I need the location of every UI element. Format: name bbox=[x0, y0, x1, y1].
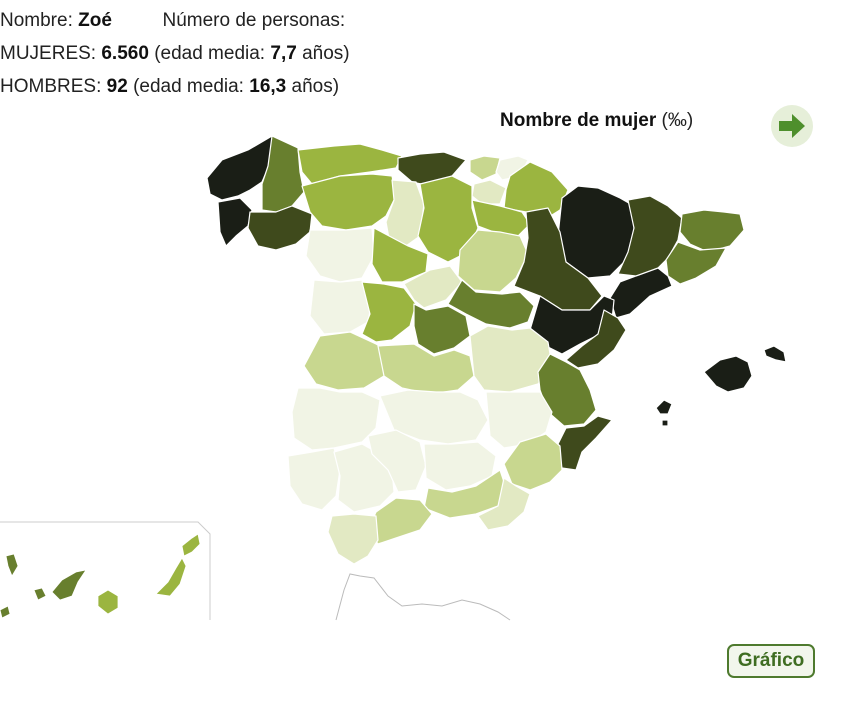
name-label: Nombre: bbox=[0, 10, 73, 31]
men-age-prefix: (edad media: bbox=[133, 76, 244, 97]
region-fuerteventura[interactable] bbox=[155, 557, 187, 597]
region-murcia[interactable] bbox=[503, 433, 563, 491]
women-count: 6.560 bbox=[101, 43, 149, 64]
name-value: Zoé bbox=[78, 10, 112, 31]
men-label: HOMBRES: bbox=[0, 76, 102, 97]
region-badajoz[interactable] bbox=[291, 387, 381, 451]
region-pontevedra[interactable] bbox=[217, 197, 253, 247]
region-lanzarote[interactable] bbox=[181, 533, 201, 557]
men-age: 16,3 bbox=[249, 76, 287, 97]
women-age-prefix: (edad media: bbox=[154, 43, 266, 64]
canary-inset-frame bbox=[0, 521, 211, 620]
region-lleida[interactable] bbox=[617, 195, 683, 277]
region-gran-canaria[interactable] bbox=[97, 589, 119, 615]
region-girona[interactable] bbox=[679, 209, 745, 253]
region-cadiz[interactable] bbox=[327, 513, 379, 565]
summary-panel: Nombre: Zoé Número de personas: MUJERES:… bbox=[0, 4, 350, 103]
women-age: 7,7 bbox=[270, 43, 297, 64]
region-formentera[interactable] bbox=[661, 419, 669, 427]
next-map-button[interactable] bbox=[771, 105, 813, 147]
region-ourense[interactable] bbox=[247, 205, 313, 251]
region-almeria[interactable] bbox=[477, 477, 531, 531]
region-ibiza[interactable] bbox=[655, 399, 673, 415]
women-label: MUJERES: bbox=[0, 43, 97, 64]
count-label: Número de personas: bbox=[162, 10, 346, 31]
region-zamora[interactable] bbox=[305, 227, 375, 283]
region-leon[interactable] bbox=[301, 173, 397, 231]
region-guadalajara[interactable] bbox=[447, 279, 535, 329]
region-toledo[interactable] bbox=[377, 343, 475, 395]
region-la-rioja[interactable] bbox=[471, 199, 531, 237]
region-tarragona[interactable] bbox=[609, 267, 673, 319]
region-cordoba[interactable] bbox=[367, 429, 427, 493]
region-la-gomera[interactable] bbox=[33, 587, 47, 601]
region-madrid[interactable] bbox=[413, 303, 471, 355]
region-caceres[interactable] bbox=[303, 331, 391, 391]
women-row: MUJERES: 6.560 (edad media: 7,7 años) bbox=[0, 37, 350, 70]
map-title-text: Nombre de mujer bbox=[500, 110, 657, 131]
region-valencia[interactable] bbox=[537, 353, 597, 427]
region-mallorca[interactable] bbox=[703, 355, 753, 393]
region-castellon[interactable] bbox=[565, 309, 627, 369]
map-unit: (‰) bbox=[661, 110, 694, 131]
name-row: Nombre: Zoé Número de personas: bbox=[0, 4, 350, 37]
region-menorca[interactable] bbox=[763, 345, 787, 363]
region-tenerife[interactable] bbox=[51, 569, 87, 601]
men-count: 92 bbox=[106, 76, 128, 97]
region-huelva[interactable] bbox=[287, 447, 341, 511]
chart-button[interactable]: Gráfico bbox=[727, 644, 815, 678]
region-barcelona[interactable] bbox=[665, 241, 727, 285]
men-age-suffix: años) bbox=[291, 76, 340, 97]
region-asturias[interactable] bbox=[297, 143, 403, 185]
map-title: Nombre de mujer (‰) bbox=[500, 110, 693, 132]
region-la-palma[interactable] bbox=[5, 553, 19, 577]
region-salamanca[interactable] bbox=[309, 279, 373, 335]
region-avila[interactable] bbox=[361, 281, 417, 343]
region-alava[interactable] bbox=[471, 179, 507, 205]
arrow-right-icon bbox=[779, 114, 805, 138]
men-row: HOMBRES: 92 (edad media: 16,3 años) bbox=[0, 70, 350, 103]
region-segovia[interactable] bbox=[403, 265, 463, 309]
women-age-suffix: años) bbox=[302, 43, 350, 64]
region-bizkaia[interactable] bbox=[469, 155, 501, 181]
region-valladolid[interactable] bbox=[371, 227, 429, 283]
africa-coast-outline bbox=[335, 573, 511, 621]
region-el-hierro[interactable] bbox=[0, 605, 11, 619]
